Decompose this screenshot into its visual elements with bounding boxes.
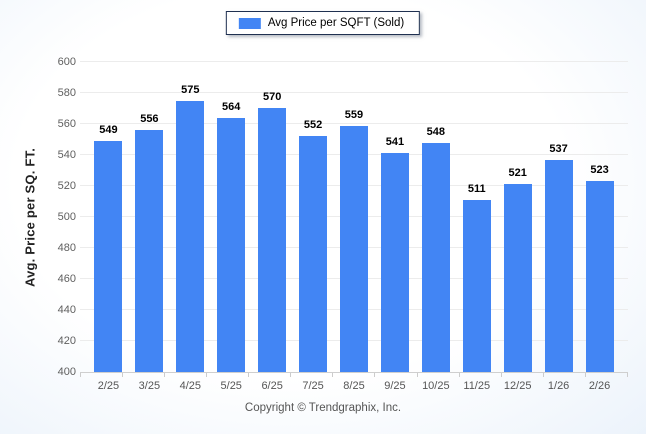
bar-cell: 549 xyxy=(94,124,123,372)
x-axis-tick xyxy=(626,373,628,377)
x-tick-label: 8/25 xyxy=(343,380,365,392)
x-tick-label: 2/25 xyxy=(97,380,120,392)
bar-cell: 521 xyxy=(503,167,532,372)
bar-cell: 541 xyxy=(380,136,409,372)
gridline xyxy=(80,61,628,62)
bar-4/25: 575 xyxy=(176,84,205,372)
bar-value-label: 559 xyxy=(344,109,364,121)
x-tick-label: 10/25 xyxy=(422,380,450,392)
x-axis-tick xyxy=(248,373,250,377)
y-tick-label: 440 xyxy=(57,304,76,316)
x-tick-label: 11/25 xyxy=(463,380,491,392)
bar-cell: 552 xyxy=(299,119,328,372)
bar-cell: 523 xyxy=(585,164,614,372)
gridline xyxy=(80,123,628,124)
bar-value-label: 511 xyxy=(467,183,486,195)
x-axis-tick xyxy=(584,373,586,377)
y-tick-label: 500 xyxy=(57,211,76,223)
bar-7/25: 552 xyxy=(299,119,328,372)
bar-cell: 556 xyxy=(135,113,164,372)
bars-row: 549 556 575 564 570 552 559 541 548 511 521 537 523 xyxy=(80,62,628,372)
x-axis-tick xyxy=(206,373,208,377)
bar-2/26: 523 xyxy=(585,164,614,372)
y-axis-tick-labels: 400 420 440 460 480 500 520 540 560 580 600 xyxy=(0,56,76,378)
y-tick-label: 480 xyxy=(57,242,76,254)
bar-value-label: 556 xyxy=(140,113,159,125)
x-axis-tick xyxy=(290,373,292,377)
chart-legend: Avg Price per SQFT (Sold) xyxy=(225,11,421,35)
bar-value-label: 523 xyxy=(590,164,609,176)
x-tick-label: 1/26 xyxy=(547,380,570,392)
x-axis-tick xyxy=(500,373,502,377)
x-tick-label: 7/25 xyxy=(302,380,324,392)
bar-8/25: 559 xyxy=(339,109,368,372)
bar-value-label: 521 xyxy=(508,167,527,179)
bar-cell: 575 xyxy=(176,84,205,372)
x-tick-label: 9/25 xyxy=(384,380,406,392)
y-tick-label: 400 xyxy=(57,366,76,378)
y-tick-label: 460 xyxy=(57,273,76,285)
x-tick-label: 12/25 xyxy=(503,380,532,392)
x-axis-ticks xyxy=(80,373,628,377)
x-axis-tick xyxy=(80,373,81,377)
x-tick-label: 3/25 xyxy=(138,380,161,392)
x-axis-tick xyxy=(374,373,376,377)
bar-cell: 559 xyxy=(339,109,368,372)
bar-1/26: 537 xyxy=(544,143,573,372)
x-axis-tick xyxy=(122,373,124,377)
bar-value-label: 549 xyxy=(99,124,118,136)
bar-cell: 537 xyxy=(544,143,573,372)
y-tick-label: 600 xyxy=(57,56,76,68)
bar-value-label: 570 xyxy=(262,91,282,103)
x-axis-tick xyxy=(542,373,544,377)
y-tick-label: 540 xyxy=(57,149,76,161)
bar-3/25: 556 xyxy=(135,113,164,372)
x-axis-tick-labels: 2/25 3/25 4/25 5/25 6/25 7/25 8/25 9/25 10/25 11/… xyxy=(80,380,628,392)
bar-10/25: 548 xyxy=(421,126,450,372)
bar-12/25: 521 xyxy=(503,167,532,372)
bar-value-label: 552 xyxy=(303,119,323,131)
x-axis-tick xyxy=(164,373,166,377)
bar-cell: 548 xyxy=(421,126,450,372)
y-tick-label: 580 xyxy=(57,87,76,99)
copyright-text: Copyright © Trendgraphix, Inc. xyxy=(244,402,402,414)
x-tick-label: 5/25 xyxy=(220,380,242,392)
x-tick-label: 6/25 xyxy=(261,380,283,392)
legend-series-label: Avg Price per SQFT (Sold) xyxy=(267,17,405,29)
bar-11/25: 511 xyxy=(462,183,491,372)
y-tick-label: 420 xyxy=(57,335,76,347)
bar-6/25: 570 xyxy=(258,91,287,372)
legend-swatch-icon xyxy=(238,17,261,29)
x-tick-label: 4/25 xyxy=(179,380,202,392)
y-tick-label: 520 xyxy=(57,180,76,192)
bar-cell: 511 xyxy=(462,183,491,372)
bar-value-label: 575 xyxy=(181,84,200,96)
bar-5/25: 564 xyxy=(217,101,246,372)
x-axis-tick xyxy=(332,373,334,377)
x-axis-tick xyxy=(416,373,418,377)
bar-9/25: 541 xyxy=(380,136,409,372)
bar-cell: 570 xyxy=(258,91,287,372)
bar-value-label: 537 xyxy=(549,143,568,155)
x-axis-tick xyxy=(458,373,460,377)
gridline xyxy=(80,92,628,93)
bar-value-label: 564 xyxy=(222,101,241,113)
bar-cell: 564 xyxy=(217,101,246,372)
bar-value-label: 548 xyxy=(426,126,446,138)
bar-2/25: 549 xyxy=(94,124,123,372)
y-tick-label: 560 xyxy=(57,118,76,130)
plot-area: 549 556 575 564 570 552 559 541 548 511 521 537 523 xyxy=(80,61,628,373)
bar-value-label: 541 xyxy=(385,136,405,148)
x-tick-label: 2/26 xyxy=(588,380,611,392)
